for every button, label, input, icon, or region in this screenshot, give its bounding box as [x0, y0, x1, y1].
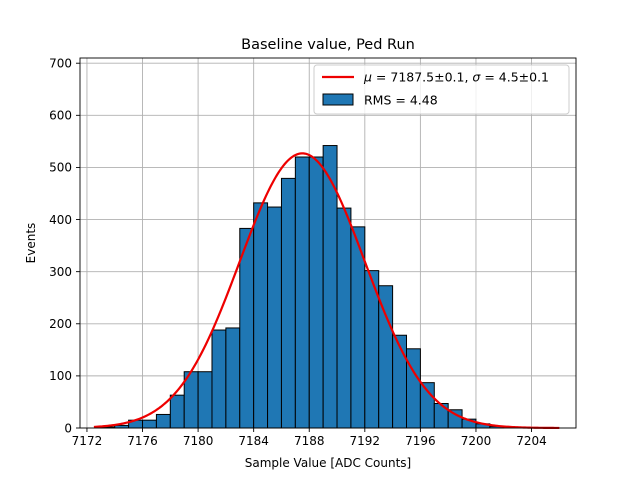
y-tick-label: 500 [49, 161, 72, 175]
histogram-bar [392, 334, 407, 429]
legend-histogram-swatch [322, 93, 354, 106]
y-axis-label: Events [24, 223, 38, 264]
y-tick-label: 400 [49, 213, 72, 227]
chart-title: Baseline value, Ped Run [241, 37, 415, 53]
x-tick-label: 7196 [405, 434, 436, 448]
legend-sigma-value: = 4.5±0.1 [480, 70, 549, 85]
legend-mu-value: = 7187.5±0.1, [372, 70, 472, 85]
x-tick-label: 7176 [127, 434, 158, 448]
y-tick-label: 300 [49, 265, 72, 279]
x-tick-label: 7172 [72, 434, 103, 448]
histogram-bar [211, 329, 227, 429]
plot-frame [79, 57, 577, 429]
x-tick-label: 7192 [350, 434, 381, 448]
histogram-bar [267, 206, 282, 429]
y-tick-label: 600 [49, 109, 72, 123]
histogram-bar [253, 202, 269, 429]
histogram-bar [378, 285, 394, 429]
y-tick-label: 0 [64, 421, 72, 435]
x-tick-label: 7204 [516, 434, 547, 448]
gaussian-fit-curve [93, 152, 560, 430]
legend-mu-symbol: μ [363, 70, 372, 85]
histogram-bar [308, 156, 324, 429]
histogram-bar [405, 348, 421, 429]
x-axis-ticks: 7172 7176 7180 7184 7188 7192 7196 7200 7204 [72, 428, 547, 448]
legend-box [313, 64, 570, 115]
legend-histogram-label: RMS = 4.48 [364, 93, 438, 108]
legend-sigma-symbol: σ [472, 70, 481, 85]
y-tick-label: 700 [49, 57, 72, 71]
x-tick-label: 7180 [183, 434, 214, 448]
histogram-bar [294, 156, 310, 429]
histogram-bar [197, 371, 213, 429]
legend: μ = 7187.5±0.1, σ = 4.5±0.1 RMS = 4.48 [313, 64, 570, 115]
x-tick-label: 7188 [294, 434, 325, 448]
legend-fit-label: μ = 7187.5±0.1, σ = 4.5±0.1 [363, 70, 549, 85]
histogram-bar [280, 177, 296, 429]
histogram-bar [336, 207, 352, 429]
histogram-bar [225, 327, 241, 429]
x-tick-label: 7200 [461, 434, 492, 448]
histogram-bar [142, 419, 157, 429]
histogram-bar [155, 413, 171, 429]
histogram-bar [169, 394, 185, 429]
y-tick-label: 200 [49, 317, 72, 331]
x-tick-label: 7184 [238, 434, 269, 448]
x-axis-label: Sample Value [ADC Counts] [245, 456, 411, 470]
y-axis-ticks: 0 100 200 300 400 500 600 700 [49, 57, 80, 435]
y-tick-label: 100 [49, 369, 72, 383]
